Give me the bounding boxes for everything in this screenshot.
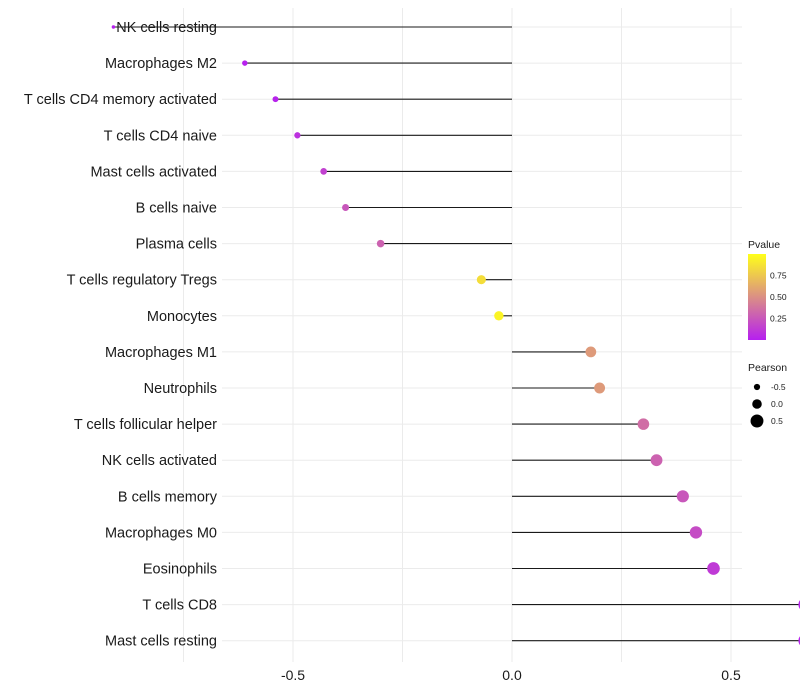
legend-pvalue-tick: 0.50: [770, 292, 787, 302]
category-label: B cells naive: [136, 201, 217, 217]
category-label: Macrophages M0: [105, 525, 217, 541]
category-label: Mast cells resting: [105, 634, 217, 650]
lollipop-dot: [111, 25, 116, 29]
legend-pvalue-tick: 0.25: [770, 314, 787, 324]
legend-pvalue-title: Pvalue: [748, 239, 780, 251]
legend-pvalue-tick: 0.75: [770, 271, 787, 281]
legend-pearson-dot: [750, 414, 764, 428]
category-label: Mast cells activated: [90, 164, 217, 180]
lollipop-dot: [637, 418, 650, 430]
category-label: T cells CD4 naive: [104, 128, 217, 144]
category-label: Eosinophils: [143, 562, 217, 578]
category-label: Plasma cells: [136, 237, 217, 253]
lollipop-dot: [650, 454, 663, 467]
x-tick-label: -0.5: [281, 667, 305, 683]
lollipop-dot: [294, 132, 301, 139]
lollipop-dot: [242, 60, 248, 66]
legend-pearson-label: 0.5: [771, 416, 783, 426]
legend-pearson-dot: [753, 383, 761, 391]
legend-pearson-title: Pearson: [748, 362, 787, 374]
category-label: Monocytes: [147, 309, 217, 325]
category-label: Neutrophils: [144, 381, 217, 397]
legend-pearson-dot: [752, 399, 762, 409]
lollipop-dot: [689, 526, 703, 539]
x-tick-label: 0.0: [502, 667, 522, 683]
category-label: T cells regulatory Tregs: [67, 273, 217, 289]
category-label: NK cells resting: [116, 20, 217, 36]
category-label: T cells CD8: [142, 598, 217, 614]
category-label: Macrophages M1: [105, 345, 217, 361]
lollipop-dot: [320, 168, 328, 175]
lollipop-dot: [342, 203, 350, 212]
lollipop-dot: [476, 275, 486, 285]
lollipop-dot: [594, 382, 606, 394]
x-tick-label: 0.5: [721, 667, 741, 683]
category-label: T cells follicular helper: [74, 417, 217, 433]
legend-pearson-label: -0.5: [771, 382, 786, 392]
category-label: Macrophages M2: [105, 56, 217, 72]
lollipop-dot: [272, 96, 279, 103]
category-label: T cells CD4 memory activated: [24, 92, 217, 108]
lollipop-dot: [585, 346, 597, 358]
legend-pvalue-colorbar: [748, 254, 766, 340]
lollipop-dot: [707, 562, 720, 575]
category-label: B cells memory: [118, 489, 218, 505]
lollipop-dot: [376, 239, 385, 248]
lollipop-dot: [494, 311, 504, 321]
lollipop-dot: [676, 490, 689, 503]
legend-pearson-label: 0.0: [771, 399, 783, 409]
category-label: NK cells activated: [102, 453, 217, 469]
